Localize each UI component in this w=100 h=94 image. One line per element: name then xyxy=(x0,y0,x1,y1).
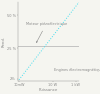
X-axis label: Puissance: Puissance xyxy=(39,88,58,92)
Text: Moteur piézoélectrique: Moteur piézoélectrique xyxy=(26,22,67,43)
Y-axis label: Rend.: Rend. xyxy=(2,36,6,47)
Text: Engines électromagnétiques: Engines électromagnétiques xyxy=(54,68,100,72)
